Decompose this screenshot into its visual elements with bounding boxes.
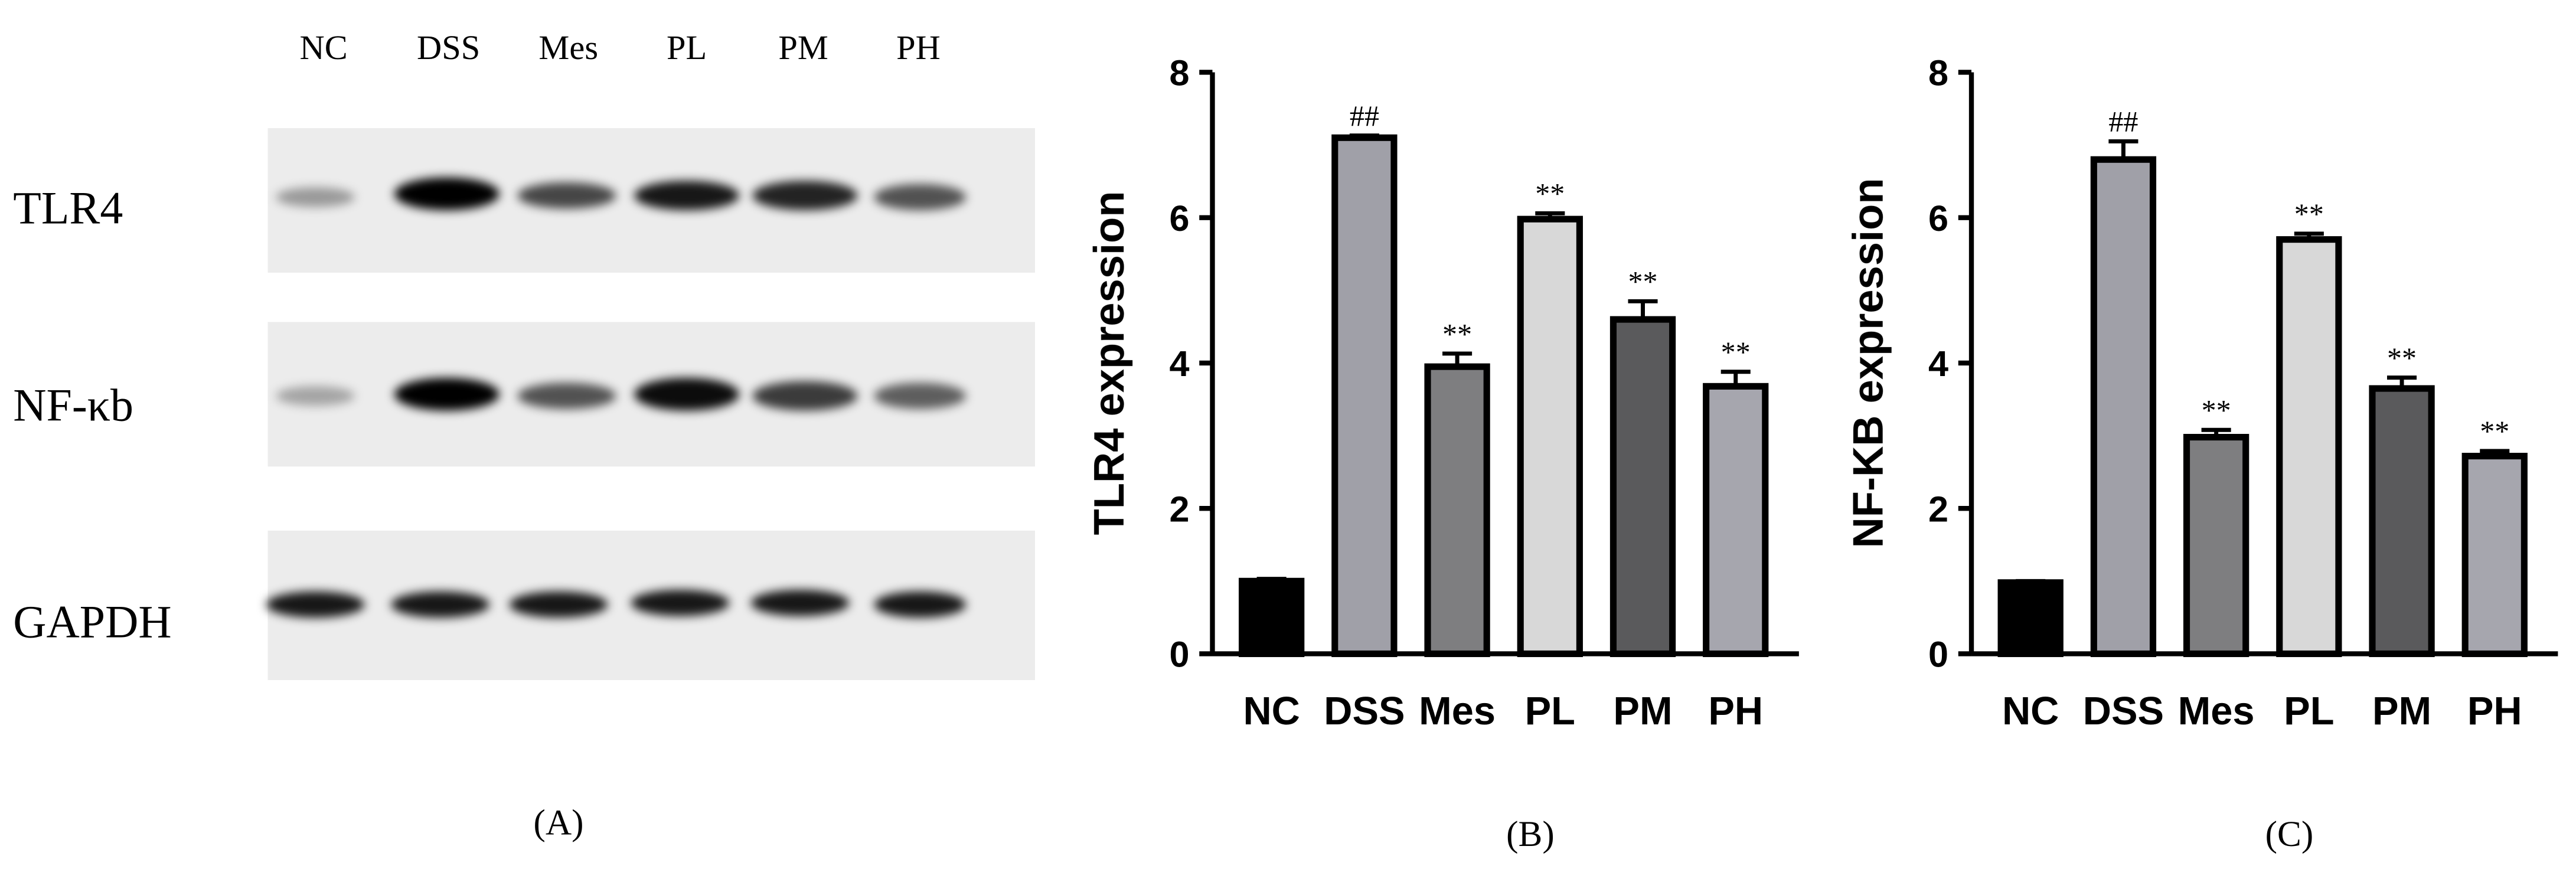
band (631, 589, 730, 616)
annotation: ** (1628, 265, 1657, 298)
annotation: ** (1535, 177, 1565, 210)
bar (1703, 383, 1769, 658)
band (394, 378, 499, 411)
x-tick-label: NC (1243, 690, 1300, 733)
x-tick-label: PM (2372, 690, 2431, 733)
x-tick-label: PH (2467, 690, 2522, 733)
band (276, 187, 355, 207)
band (874, 591, 967, 618)
y-axis-label: TLR4 expression (1086, 191, 1133, 535)
y-tick-label: 8 (1928, 53, 1948, 93)
protein-label: TLR4 (13, 182, 123, 233)
lane-label: PH (896, 28, 941, 67)
band (874, 383, 967, 409)
y-tick-label: 2 (1170, 489, 1190, 529)
bar (2183, 433, 2249, 658)
x-tick-label: DSS (1324, 690, 1405, 733)
bar (1239, 577, 1305, 658)
band (634, 181, 740, 211)
panel-label: (B) (1506, 814, 1555, 854)
lane-label: PM (778, 28, 828, 67)
bar (2461, 452, 2528, 658)
y-tick-label: 6 (1928, 198, 1948, 239)
y-tick-label: 4 (1170, 344, 1190, 384)
annotation: ** (1442, 317, 1472, 350)
annotation: ** (2202, 394, 2231, 427)
x-tick-label: DSS (2083, 690, 2164, 733)
band (634, 378, 740, 411)
band (752, 381, 858, 411)
lane-label: PL (667, 28, 707, 67)
x-tick-label: NC (2002, 690, 2059, 733)
blot-panel (266, 128, 1035, 680)
bar (1424, 363, 1490, 658)
panel-label: (A) (534, 803, 584, 843)
band (874, 184, 967, 211)
y-tick-label: 4 (1928, 344, 1948, 384)
x-tick-label: PL (1525, 690, 1575, 733)
bands (266, 177, 967, 618)
annotation: ## (1350, 99, 1379, 132)
band (394, 177, 499, 211)
y-tick-label: 0 (1928, 635, 1948, 675)
annotation: ** (1721, 335, 1751, 368)
band (750, 589, 850, 616)
annotation: ** (2294, 197, 2324, 230)
lane-label: DSS (417, 28, 480, 67)
bar (1331, 134, 1398, 658)
y-tick-label: 2 (1928, 489, 1948, 529)
protein-label: NF-κb (13, 380, 133, 430)
annotation: ** (2480, 414, 2509, 447)
x-tick-label: PM (1613, 690, 1672, 733)
y-tick-label: 6 (1170, 198, 1190, 239)
x-tick-label: PL (2284, 690, 2334, 733)
bar (1517, 215, 1583, 658)
y-tick-label: 0 (1170, 635, 1190, 675)
protein-label: GAPDH (13, 597, 171, 648)
band (517, 383, 616, 409)
y-axis-label: NF-KB expression (1845, 178, 1892, 548)
bar (1609, 316, 1676, 658)
annotation: ** (2387, 341, 2417, 374)
y-tick-label: 8 (1170, 53, 1190, 93)
bar (2276, 236, 2342, 658)
bar (1997, 579, 2064, 658)
lane-label: NC (300, 28, 348, 67)
band (391, 591, 490, 618)
band (266, 591, 365, 618)
x-tick-label: Mes (1419, 690, 1496, 733)
band (752, 181, 858, 211)
panel-label: (C) (2265, 814, 2314, 854)
band (509, 591, 608, 618)
x-tick-label: Mes (2178, 690, 2255, 733)
bar (2090, 156, 2157, 658)
band (517, 182, 616, 209)
lane-label: Mes (538, 28, 598, 67)
band (276, 386, 355, 406)
x-tick-label: PH (1708, 690, 1763, 733)
bar (2369, 385, 2435, 658)
annotation: ## (2108, 105, 2138, 138)
